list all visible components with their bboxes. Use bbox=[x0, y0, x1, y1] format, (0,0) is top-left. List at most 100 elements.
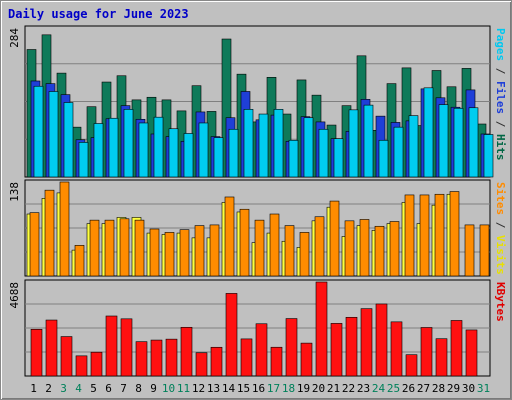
x-tick-label-30: 30 bbox=[462, 382, 475, 395]
x-tick-label-8: 8 bbox=[135, 382, 142, 395]
x-tick-label-9: 9 bbox=[150, 382, 157, 395]
bar-kbytes-28 bbox=[435, 338, 448, 377]
bar-kbytes-14 bbox=[225, 293, 238, 377]
bar-kbytes-24 bbox=[375, 303, 388, 377]
x-tick-label-27: 27 bbox=[417, 382, 430, 395]
bar-kbytes-7 bbox=[120, 318, 133, 377]
bar-pages-14 bbox=[228, 128, 239, 178]
bar-sites-10 bbox=[164, 232, 175, 277]
bar-pages-21 bbox=[333, 138, 344, 178]
panel-bottom-legend: KBytes bbox=[494, 282, 507, 322]
bar-sites-11 bbox=[179, 229, 190, 277]
x-tick-label-7: 7 bbox=[120, 382, 127, 395]
bar-sites-16 bbox=[254, 219, 265, 277]
x-tick-label-20: 20 bbox=[312, 382, 325, 395]
x-tick-label-3: 3 bbox=[60, 382, 67, 395]
bar-sites-31 bbox=[479, 224, 490, 277]
bar-kbytes-16 bbox=[255, 323, 268, 377]
bar-kbytes-12 bbox=[195, 352, 208, 377]
bar-kbytes-26 bbox=[405, 354, 418, 377]
bar-sites-26 bbox=[404, 194, 415, 277]
panel-middle-legend: Sites / Visits bbox=[494, 182, 507, 275]
bar-pages-19 bbox=[303, 117, 314, 178]
x-tick-label-22: 22 bbox=[342, 382, 355, 395]
bar-sites-30 bbox=[464, 224, 475, 277]
legend-text: / bbox=[494, 61, 507, 81]
bar-kbytes-18 bbox=[285, 318, 298, 377]
bar-kbytes-1 bbox=[30, 328, 43, 377]
bar-kbytes-2 bbox=[45, 319, 58, 377]
bar-kbytes-21 bbox=[330, 323, 343, 377]
x-tick-label-6: 6 bbox=[105, 382, 112, 395]
bar-sites-21 bbox=[329, 200, 340, 277]
bar-kbytes-30 bbox=[465, 329, 478, 377]
bar-pages-9 bbox=[153, 116, 164, 178]
bar-kbytes-27 bbox=[420, 327, 433, 377]
x-tick-label-4: 4 bbox=[75, 382, 82, 395]
bar-kbytes-17 bbox=[270, 346, 283, 377]
bar-pages-6 bbox=[108, 117, 119, 178]
x-tick-label-11: 11 bbox=[177, 382, 190, 395]
legend-text: Hits bbox=[494, 134, 507, 161]
bar-kbytes-11 bbox=[180, 326, 193, 377]
bar-kbytes-6 bbox=[105, 315, 118, 377]
bar-pages-17 bbox=[273, 109, 284, 178]
x-tick-label-16: 16 bbox=[252, 382, 265, 395]
bar-sites-19 bbox=[299, 232, 310, 277]
legend-text: / bbox=[494, 114, 507, 134]
bar-sites-14 bbox=[224, 196, 235, 277]
bar-sites-12 bbox=[194, 225, 205, 277]
bar-pages-23 bbox=[363, 104, 374, 178]
x-tick-label-17: 17 bbox=[267, 382, 280, 395]
bar-pages-3 bbox=[63, 102, 74, 178]
bar-sites-7 bbox=[119, 218, 130, 277]
x-tick-label-24: 24 bbox=[372, 382, 386, 395]
x-tick-label-12: 12 bbox=[192, 382, 205, 395]
bar-pages-20 bbox=[318, 128, 329, 178]
bar-kbytes-3 bbox=[60, 336, 73, 377]
bar-pages-30 bbox=[468, 107, 479, 178]
bar-kbytes-15 bbox=[240, 338, 253, 377]
x-tick-label-18: 18 bbox=[282, 382, 295, 395]
bar-sites-25 bbox=[389, 221, 400, 277]
bar-sites-20 bbox=[314, 216, 325, 277]
panel-middle-max-label: 138 bbox=[8, 182, 21, 202]
x-tick-label-2: 2 bbox=[45, 382, 52, 395]
bar-pages-16 bbox=[258, 113, 269, 178]
bar-kbytes-9 bbox=[150, 339, 163, 377]
x-tick-label-29: 29 bbox=[447, 382, 460, 395]
legend-text: KBytes bbox=[494, 282, 507, 322]
x-tick-label-15: 15 bbox=[237, 382, 250, 395]
x-tick-label-25: 25 bbox=[387, 382, 400, 395]
bar-pages-5 bbox=[93, 123, 104, 178]
bar-sites-1 bbox=[29, 212, 40, 277]
bar-kbytes-29 bbox=[450, 320, 463, 377]
x-tick-label-13: 13 bbox=[207, 382, 220, 395]
x-tick-label-23: 23 bbox=[357, 382, 370, 395]
bar-kbytes-25 bbox=[390, 321, 403, 377]
bar-kbytes-5 bbox=[90, 351, 103, 377]
bar-pages-1 bbox=[33, 85, 44, 178]
bar-pages-8 bbox=[138, 122, 149, 178]
bar-pages-12 bbox=[198, 122, 209, 178]
legend-text: Pages bbox=[494, 28, 507, 61]
x-tick-label-19: 19 bbox=[297, 382, 310, 395]
x-tick-label-14: 14 bbox=[222, 382, 236, 395]
x-tick-label-26: 26 bbox=[402, 382, 415, 395]
x-tick-label-1: 1 bbox=[30, 382, 37, 395]
bar-sites-22 bbox=[344, 220, 355, 277]
bar-pages-26 bbox=[408, 115, 419, 178]
bar-sites-17 bbox=[269, 213, 280, 277]
bar-kbytes-8 bbox=[135, 341, 148, 377]
bar-sites-4 bbox=[74, 245, 85, 277]
bar-pages-10 bbox=[168, 128, 179, 178]
legend-text: Sites bbox=[494, 182, 507, 215]
bar-pages-18 bbox=[288, 139, 299, 178]
bar-kbytes-19 bbox=[300, 342, 313, 377]
chart-title: Daily usage for June 2023 bbox=[8, 7, 189, 21]
legend-text: / bbox=[494, 215, 507, 235]
legend-text: Files bbox=[494, 81, 507, 114]
bar-pages-13 bbox=[213, 137, 224, 178]
bar-sites-27 bbox=[419, 194, 430, 277]
